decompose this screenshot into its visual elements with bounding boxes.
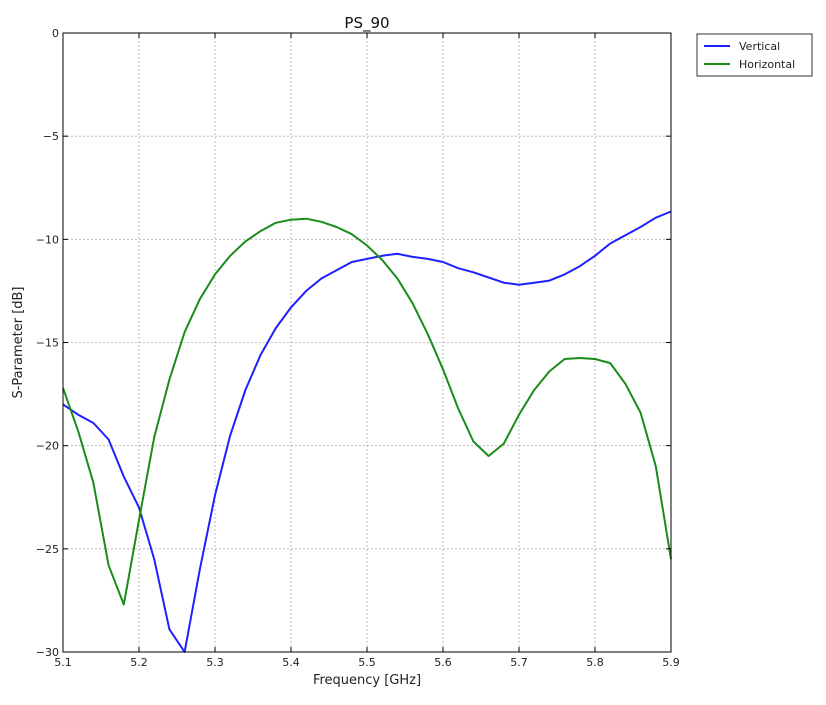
y-axis-label: S-Parameter [dB] xyxy=(11,286,26,398)
legend-label-vertical: Vertical xyxy=(739,40,780,53)
x-tick-label: 5.4 xyxy=(282,656,300,669)
x-tick-label: 5.6 xyxy=(434,656,452,669)
series-layer xyxy=(62,210,672,653)
y-tick-label: −30 xyxy=(36,646,59,659)
x-tick-label: 5.8 xyxy=(586,656,604,669)
legend-label-horizontal: Horizontal xyxy=(739,58,795,71)
series-line-horizontal xyxy=(62,217,672,606)
x-tick-label: 5.5 xyxy=(358,656,376,669)
y-tick-label: −25 xyxy=(36,543,59,556)
series-line-vertical xyxy=(62,210,672,653)
y-tick-label: −10 xyxy=(36,233,59,246)
y-tick-label: −5 xyxy=(43,130,59,143)
legend: Vertical Horizontal xyxy=(696,33,813,77)
y-tick-label: −20 xyxy=(36,440,59,453)
y-tick-label: 0 xyxy=(52,27,59,40)
y-tick-label: −15 xyxy=(36,337,59,350)
tick-layer: 5.1 5.2 5.3 5.4 5.5 5.6 5.7 5.8 5.9 0 −5 −10 −15 −20 −… xyxy=(36,27,680,669)
x-tick-label: 5.2 xyxy=(130,656,148,669)
x-tick-label: 5.1 xyxy=(54,656,72,669)
chart-title: PS_90 xyxy=(344,14,389,33)
x-tick-label: 5.9 xyxy=(662,656,680,669)
x-tick-label: 5.7 xyxy=(510,656,528,669)
legend-box xyxy=(696,33,813,77)
x-tick-label: 5.3 xyxy=(206,656,224,669)
x-axis-label: Frequency [GHz] xyxy=(313,673,421,688)
